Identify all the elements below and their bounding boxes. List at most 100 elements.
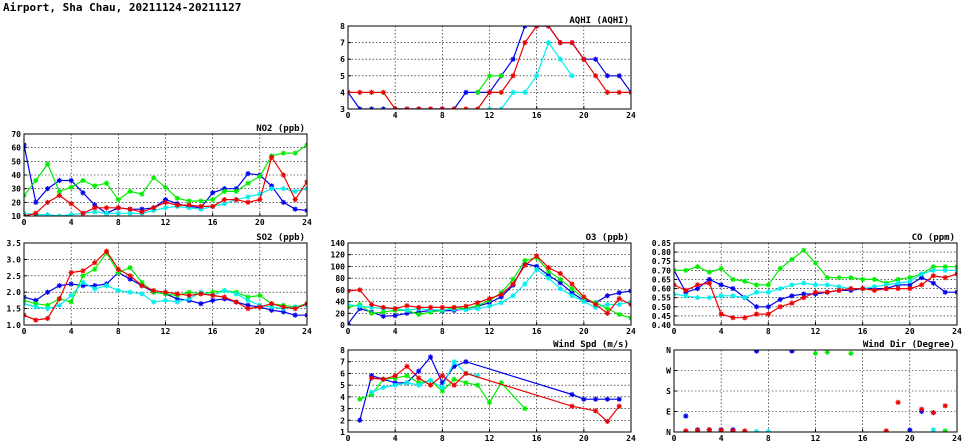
x-tick-label: 8 (440, 434, 445, 443)
data-point (593, 301, 599, 308)
x-tick-label: 20 (255, 327, 265, 336)
data-point (593, 396, 599, 402)
data-point (498, 300, 504, 306)
data-point (151, 207, 157, 214)
data-point (581, 294, 587, 300)
data-point (257, 173, 263, 179)
series-day4 (674, 271, 957, 321)
y-tick-label: 4 (340, 88, 345, 97)
y-tick-label: 0.55 (652, 294, 671, 303)
data-point (44, 289, 51, 295)
data-point (68, 281, 74, 287)
data-point (534, 253, 540, 259)
data-point (942, 289, 948, 295)
y-tick-label: 0.40 (652, 321, 671, 330)
data-point (824, 350, 830, 355)
y-tick-label: 0.70 (652, 266, 671, 275)
data-point (139, 283, 145, 289)
data-point (186, 198, 192, 204)
data-point (789, 300, 795, 306)
data-point (616, 296, 622, 302)
data-point (498, 291, 504, 298)
data-point (174, 202, 180, 208)
plot-area (348, 253, 631, 325)
data-point (593, 73, 599, 79)
plot-frame (347, 25, 632, 110)
data-point (245, 199, 251, 205)
data-point (368, 301, 375, 308)
data-point (198, 301, 204, 307)
data-point (427, 377, 434, 384)
data-point (368, 304, 375, 311)
data-point (718, 311, 724, 317)
x-tick-label: 8 (440, 327, 445, 336)
data-point (151, 299, 157, 305)
data-point (233, 299, 239, 305)
y-tick-label: 0.60 (652, 285, 671, 294)
x-tick-label: 12 (485, 111, 495, 120)
data-point (604, 310, 611, 316)
data-point (392, 382, 398, 388)
data-point (92, 205, 98, 211)
data-point (498, 73, 504, 79)
data-point (44, 315, 51, 322)
plot-frame (23, 133, 308, 217)
chart-title: NO2 (ppb) (256, 124, 305, 134)
data-point (280, 172, 287, 178)
data-point (380, 304, 386, 311)
data-point (80, 190, 86, 196)
x-tick-label: 16 (208, 327, 218, 336)
data-point (683, 293, 689, 299)
series-day3 (486, 40, 575, 109)
data-point (498, 380, 504, 386)
series-day3 (674, 267, 957, 301)
y-tick-label: 1.5 (7, 305, 22, 314)
y-tick-label: 140 (331, 239, 346, 248)
x-tick-label: 4 (393, 111, 398, 120)
data-point (569, 73, 575, 79)
data-point (56, 177, 62, 184)
data-point (789, 256, 795, 262)
data-point (557, 40, 563, 46)
data-point (510, 56, 516, 62)
data-point (569, 40, 575, 46)
x-tick-label: 8 (766, 434, 771, 443)
x-tick-label: 24 (952, 434, 962, 443)
chart-title: Wind Spd (m/s) (553, 339, 629, 350)
x-tick-label: 4 (393, 327, 398, 336)
data-point (742, 295, 748, 301)
data-point (522, 405, 528, 412)
data-point (162, 184, 169, 190)
data-point (404, 363, 410, 369)
data-point (416, 375, 422, 381)
data-point (534, 263, 540, 270)
data-point (198, 291, 204, 297)
data-point (139, 191, 145, 197)
plot-area (674, 247, 957, 321)
data-point (44, 199, 51, 205)
data-point (103, 283, 110, 289)
x-tick-label: 20 (579, 434, 589, 443)
data-point (616, 89, 622, 95)
data-point (233, 188, 239, 194)
data-point (801, 291, 807, 297)
data-point (510, 73, 516, 79)
data-point (930, 410, 937, 416)
data-point (80, 268, 86, 274)
data-point (416, 304, 422, 311)
data-point (380, 89, 386, 95)
data-point (380, 376, 386, 382)
x-tick-label: 8 (766, 327, 771, 336)
series-line (348, 262, 631, 325)
data-point (569, 391, 575, 398)
data-point (392, 306, 398, 312)
data-point (245, 294, 251, 300)
data-point (380, 313, 386, 319)
data-point (68, 292, 74, 299)
y-tick-label: 7 (340, 39, 345, 48)
x-tick-label: 4 (393, 434, 398, 443)
data-point (694, 295, 701, 301)
series-day4 (348, 26, 631, 109)
data-point (510, 293, 516, 299)
y-tick-label: 0.50 (652, 303, 671, 312)
